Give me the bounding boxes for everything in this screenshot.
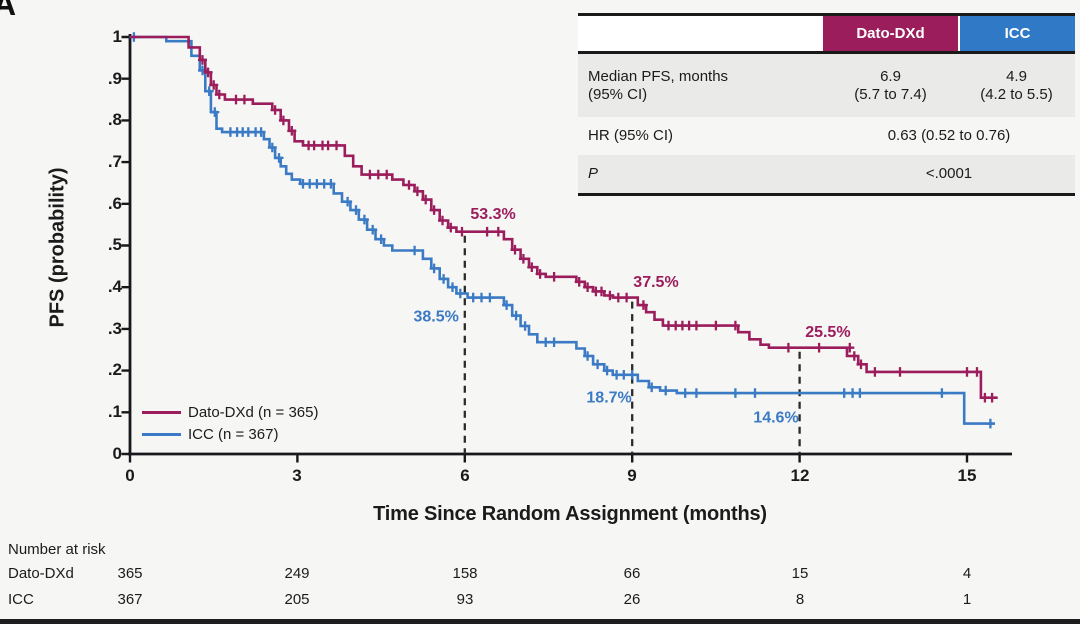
y-tick-label: .8 <box>107 110 122 129</box>
y-tick-label: .9 <box>107 69 122 88</box>
annotation-14.6%: 14.6% <box>753 409 798 426</box>
stats-header-dato: Dato-DXd <box>823 16 958 51</box>
icc-line-swatch <box>142 432 181 436</box>
risk-value: 93 <box>456 591 474 608</box>
y-tick-label: .7 <box>107 152 122 171</box>
risk-value: 4 <box>962 565 972 582</box>
y-tick-label: .1 <box>107 402 122 421</box>
stats-table: Dato-DXd ICC Median PFS, months (95% CI)… <box>578 13 1075 196</box>
y-tick-label: .5 <box>107 235 122 254</box>
risk-value: 249 <box>284 565 310 582</box>
annotation-38.5%: 38.5% <box>414 308 459 325</box>
legend-label-dato: Dato-DXd (n = 365) <box>188 403 319 421</box>
generated-chart-layer: 53.3% 38.5% 37.5% 18.7% 25.5% 14.6% <box>121 32 998 463</box>
stats-row-hr: HR (95% CI) 0.63 (0.52 to 0.76) <box>578 117 1075 155</box>
risk-value: 205 <box>284 591 310 608</box>
y-tick-label: .2 <box>107 360 122 379</box>
p-value: <.0001 <box>925 165 973 182</box>
page-bottom-edge <box>0 619 1080 624</box>
panel-label: A <box>0 0 17 22</box>
risk-value: 8 <box>795 591 805 608</box>
dato-line-swatch <box>142 410 181 414</box>
dato-censor-ticks <box>198 55 997 403</box>
x-tick-label: 0 <box>125 466 135 485</box>
y-tick-label: 0 <box>112 444 122 463</box>
stats-row-median-pfs: Median PFS, months (95% CI) 6.9 (5.7 to … <box>578 54 1075 117</box>
y-tick-label: .6 <box>107 194 122 213</box>
median-pfs-dato-value: 6.9 (5.7 to 7.4) <box>854 67 927 103</box>
y-tick-label: .3 <box>107 319 122 338</box>
risk-row-label-dato: Dato-DXd <box>8 565 74 582</box>
risk-value: 66 <box>623 565 641 582</box>
legend: Dato-DXd (n = 365) ICC (n = 367) <box>142 401 318 445</box>
x-tick-label: 15 <box>957 466 977 485</box>
legend-label-icc: ICC (n = 367) <box>188 425 279 443</box>
stats-header-icc: ICC <box>958 16 1075 51</box>
y-tick-label: 1 <box>112 27 122 46</box>
median-pfs-icc-value: 4.9 (4.2 to 5.5) <box>980 67 1053 103</box>
stats-table-header: Dato-DXd ICC <box>578 16 1075 54</box>
legend-item-dato: Dato-DXd (n = 365) <box>142 401 318 423</box>
axis-lines <box>128 34 1012 456</box>
risk-value: 158 <box>452 565 478 582</box>
stats-row-p: P <.0001 <box>578 155 1075 193</box>
risk-value: 367 <box>117 591 143 608</box>
risk-value: 26 <box>623 591 641 608</box>
risk-value: 365 <box>117 565 143 582</box>
dato-km-curve <box>130 35 998 399</box>
x-tick-label: 6 <box>460 466 470 485</box>
risk-table-title: Number at risk <box>8 541 106 558</box>
legend-item-icc: ICC (n = 367) <box>142 423 318 445</box>
risk-row-label-icc: ICC <box>8 591 34 608</box>
x-tick-label: 9 <box>627 466 637 485</box>
median-pfs-label: Median PFS, months (95% CI) <box>588 67 729 103</box>
stats-header-spacer <box>578 16 823 51</box>
annotation-25.5%: 25.5% <box>805 324 850 341</box>
axis-tick-marks <box>121 35 969 463</box>
p-label: P <box>588 165 599 182</box>
hr-value: 0.63 (0.52 to 0.76) <box>887 127 1011 144</box>
risk-value: 1 <box>962 591 972 608</box>
y-tick-label: .4 <box>107 277 122 296</box>
annotation-18.7%: 18.7% <box>586 390 631 407</box>
annotation-53.3%: 53.3% <box>470 206 515 223</box>
annotation-37.5%: 37.5% <box>633 274 678 291</box>
x-axis-title: Time Since Random Assignment (months) <box>373 503 767 525</box>
x-tick-label: 12 <box>790 466 810 485</box>
y-axis-title: PFS (probability) <box>46 167 69 328</box>
hr-label: HR (95% CI) <box>588 127 674 144</box>
x-tick-label: 3 <box>292 466 302 485</box>
risk-value: 15 <box>791 565 809 582</box>
